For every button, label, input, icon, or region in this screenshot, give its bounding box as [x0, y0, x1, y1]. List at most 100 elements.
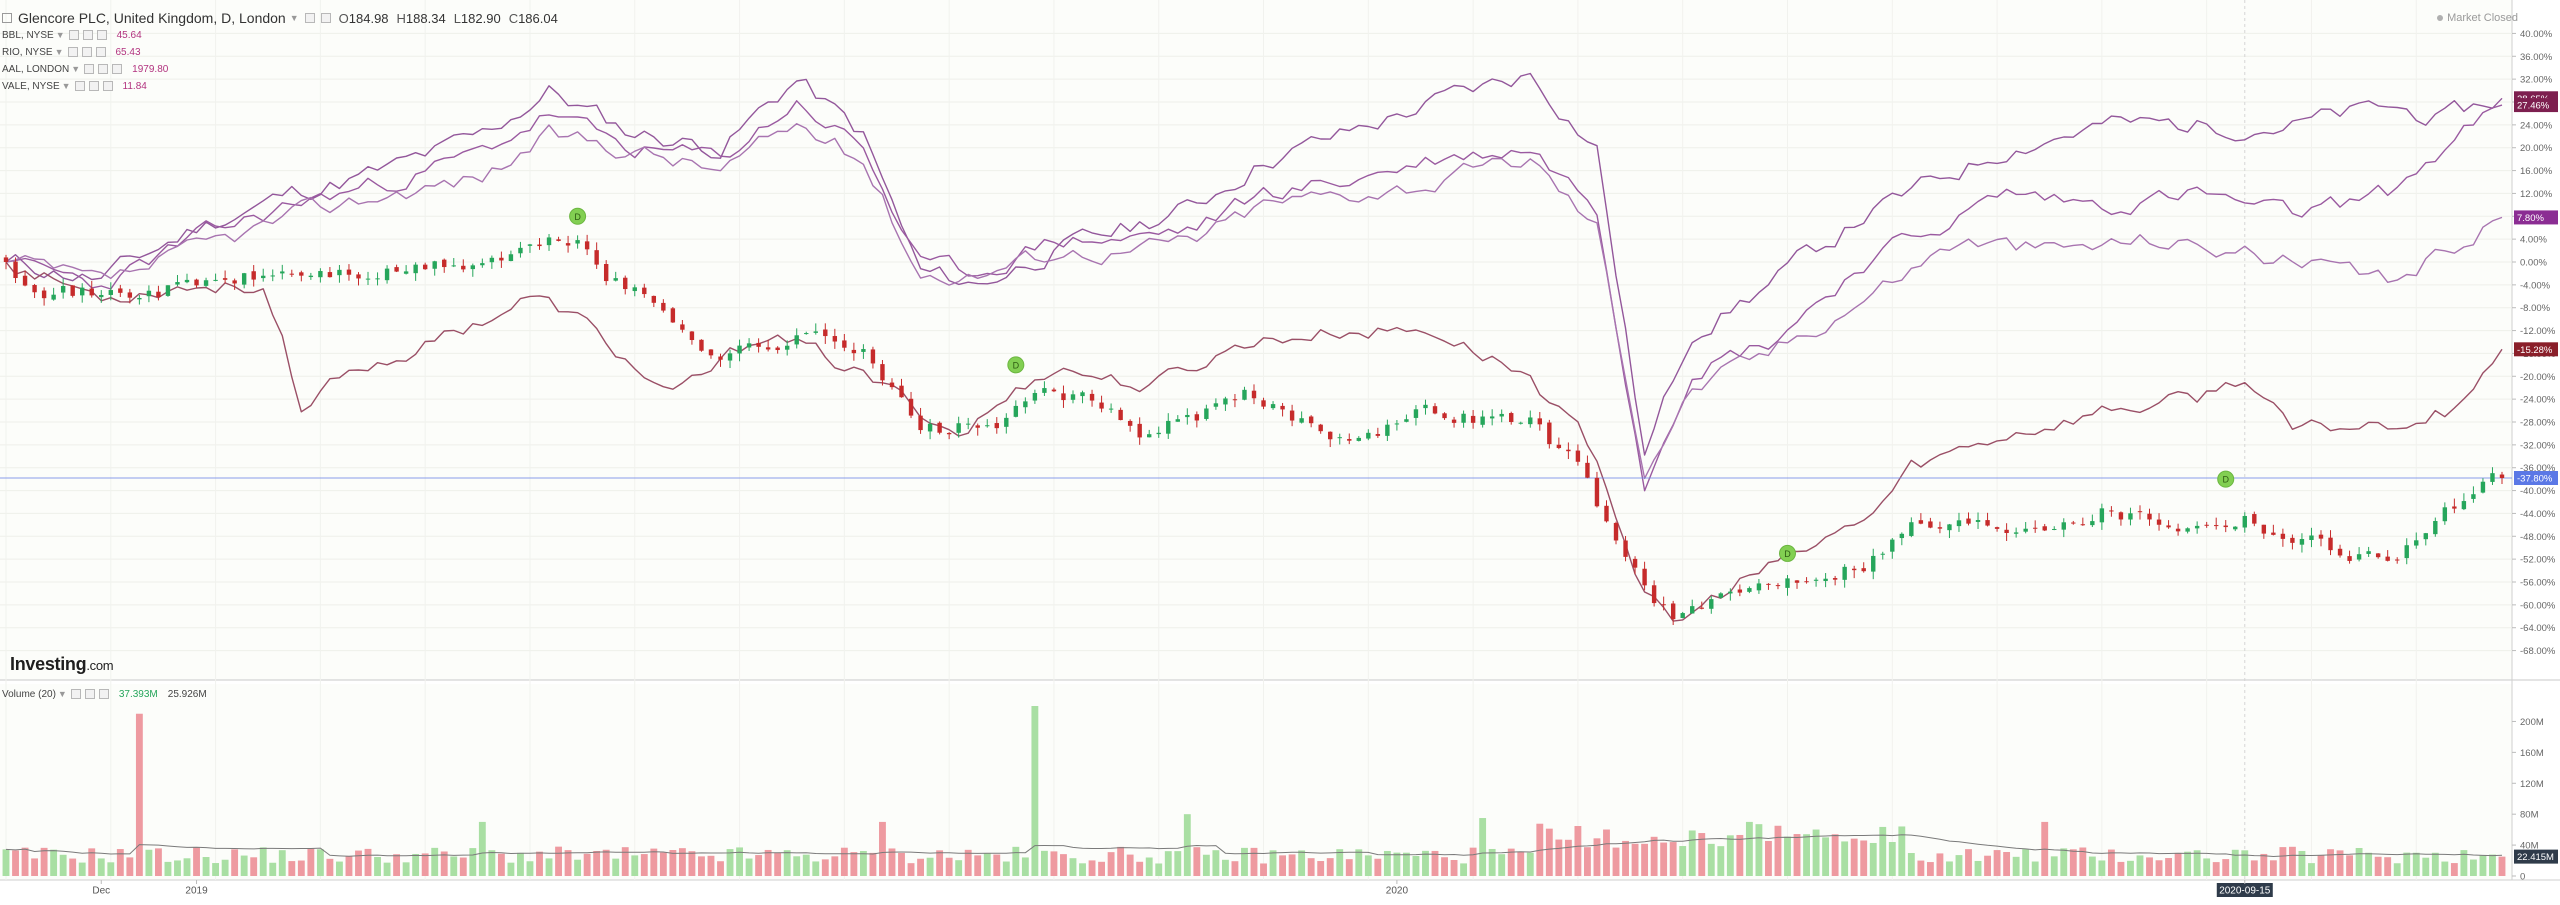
eye-icon[interactable]	[68, 30, 79, 40]
volume-tick-label: 80M	[2520, 810, 2539, 821]
candle-body	[41, 290, 47, 299]
candle-body	[1156, 432, 1161, 435]
open-value: O184.98	[338, 10, 389, 26]
volume-bar	[1021, 857, 1029, 876]
candle-body	[384, 268, 390, 281]
chevron-down-icon[interactable]: ▼	[289, 13, 299, 23]
candle-body	[1308, 416, 1314, 424]
candle-body	[1289, 410, 1295, 421]
chevron-down-icon[interactable]: ▼	[55, 30, 65, 40]
low-value: L182.90	[453, 10, 501, 26]
chevron-down-icon[interactable]: ▼	[71, 64, 81, 74]
dividend-marker-label: D	[574, 212, 581, 222]
comparison-row-vale[interactable]: VALE, NYSE ▼ 11.84	[2, 78, 147, 94]
candle-body	[108, 290, 113, 295]
volume-pane	[0, 684, 2512, 880]
last-value-label: 7.80%	[2517, 213, 2544, 224]
volume-bar	[31, 858, 39, 876]
settings-icon[interactable]	[98, 64, 109, 74]
eye-icon[interactable]	[67, 47, 78, 57]
settings-icon[interactable]	[88, 81, 99, 91]
comparison-row-rio[interactable]: RIO, NYSE ▼ 65.43	[2, 44, 141, 60]
volume-bar	[1555, 839, 1563, 876]
y-tick-label: -36.00%	[2520, 463, 2556, 474]
candle-body	[994, 423, 999, 429]
candle-body	[708, 349, 714, 356]
dividend-marker	[1778, 544, 1796, 562]
eye-icon[interactable]	[84, 64, 95, 74]
comparison-value: 11.84	[122, 80, 147, 92]
candle-body	[823, 329, 828, 337]
volume-bar	[2165, 858, 2172, 876]
chevron-down-icon[interactable]: ▼	[54, 47, 64, 57]
candle-body	[1718, 593, 1724, 598]
volume-tick-label: 160M	[2520, 748, 2544, 759]
candle-body	[251, 271, 256, 280]
volume-bar	[412, 853, 420, 876]
candle-body	[861, 349, 866, 352]
volume-bar	[907, 863, 915, 876]
y-tick-label: 40.00%	[2520, 29, 2553, 40]
volume-bar	[1260, 863, 1267, 876]
candle-body	[2290, 537, 2295, 543]
candle-body	[2252, 514, 2257, 524]
candle-body	[1690, 606, 1695, 614]
close-icon[interactable]	[112, 64, 123, 74]
comparison-value: 1979.80	[132, 63, 169, 75]
candle-body	[2042, 526, 2047, 531]
candle-body	[1404, 419, 1409, 422]
chevron-down-icon[interactable]: ▼	[57, 689, 67, 699]
volume-bar	[879, 821, 886, 876]
candle-body	[13, 261, 18, 279]
candle-body	[213, 279, 218, 281]
volume-bar	[1136, 861, 1144, 876]
volume-bar	[859, 850, 867, 876]
candle-body	[746, 343, 752, 348]
candle-body	[1480, 416, 1485, 425]
volume-bar	[2155, 860, 2163, 876]
candle-body	[1204, 408, 1209, 419]
candle-body	[2023, 528, 2028, 532]
settings-icon[interactable]	[82, 30, 93, 40]
close-icon[interactable]	[102, 81, 113, 91]
candle-body	[2347, 556, 2352, 561]
candle-body	[1537, 418, 1543, 425]
collapse-toggle[interactable]	[2, 13, 12, 23]
comparison-row-bbl[interactable]: BBL, NYSE ▼ 45.64	[2, 27, 142, 43]
candle-body	[1756, 583, 1762, 591]
volume-ma-value: 25.926M	[167, 688, 207, 700]
close-icon[interactable]	[96, 30, 107, 40]
volume-bar	[1012, 846, 1020, 876]
volume-bar	[364, 848, 372, 876]
volume-bar	[450, 856, 458, 876]
candle-body	[1709, 599, 1714, 609]
candle-body	[2299, 538, 2305, 545]
settings-icon[interactable]	[84, 689, 95, 699]
settings-icon[interactable]	[81, 47, 92, 57]
volume-bar	[1460, 863, 1468, 876]
volume-bar	[1726, 835, 1734, 876]
candle-body	[623, 277, 628, 290]
hide-icon[interactable]	[320, 13, 331, 23]
volume-bar	[1079, 863, 1086, 876]
settings-icon[interactable]	[304, 13, 315, 23]
volume-bar	[1545, 828, 1553, 876]
volume-bar	[593, 850, 601, 876]
volume-bar	[1422, 850, 1429, 876]
volume-bar	[2003, 852, 2011, 876]
candle-body	[299, 272, 304, 276]
close-icon[interactable]	[95, 47, 106, 57]
candle-body	[308, 275, 314, 278]
eye-icon[interactable]	[74, 81, 85, 91]
candle-body	[2461, 501, 2467, 510]
candle-body	[927, 423, 933, 432]
volume-bar	[1793, 834, 1801, 876]
candle-body	[946, 432, 952, 435]
candle-body	[2261, 524, 2267, 534]
candle-body	[737, 345, 742, 354]
close-icon[interactable]	[98, 689, 109, 699]
chevron-down-icon[interactable]: ▼	[61, 81, 71, 91]
eye-icon[interactable]	[70, 689, 81, 699]
comparison-row-aal[interactable]: AAL, LONDON ▼ 1979.80	[2, 61, 168, 77]
